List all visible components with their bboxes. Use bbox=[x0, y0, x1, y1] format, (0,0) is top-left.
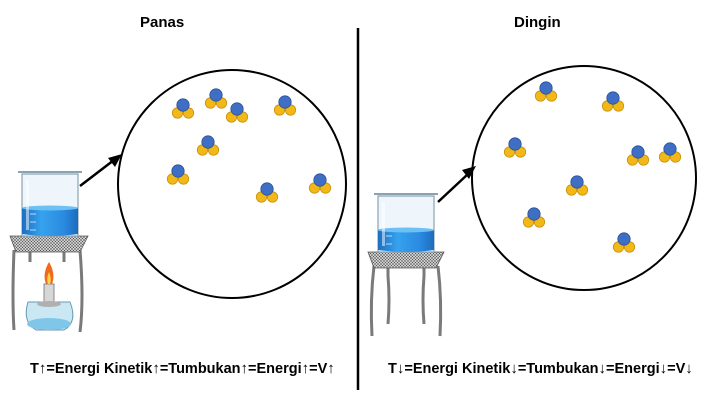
hot-pointer-arrow bbox=[79, 154, 122, 187]
hot-zoom-circle bbox=[117, 69, 347, 299]
cold-panel-title: Dingin bbox=[514, 14, 561, 31]
cold-beaker-apparatus bbox=[367, 193, 445, 337]
hot-panel-title: Panas bbox=[140, 14, 185, 31]
up-arrow-icon: ↑ bbox=[152, 360, 160, 377]
down-arrow-icon: ↓ bbox=[659, 360, 668, 377]
eq-rate: =V bbox=[667, 361, 686, 377]
eq-kinetic-energy: =Energi Kinetik bbox=[46, 361, 153, 377]
eq-temperature: T bbox=[30, 361, 39, 377]
cold-pointer-arrow bbox=[437, 166, 476, 203]
up-arrow-icon: ↑ bbox=[38, 360, 47, 377]
eq-rate: =V bbox=[309, 361, 328, 377]
down-arrow-icon: ↓ bbox=[685, 360, 693, 377]
eq-kinetic-energy: =Energi Kinetik bbox=[404, 361, 511, 377]
cold-equation: T↓=Energi Kinetik ↓=Tumbukan↓ =Energi ↓=… bbox=[388, 360, 693, 377]
up-arrow-icon: ↑ bbox=[240, 360, 249, 377]
eq-collision: =Tumbukan bbox=[159, 361, 241, 377]
eq-energy: =Energi bbox=[606, 361, 660, 377]
hot-beaker-apparatus bbox=[9, 171, 89, 333]
eq-collision: =Tumbukan bbox=[517, 361, 599, 377]
down-arrow-icon: ↓ bbox=[598, 360, 607, 377]
hot-equation: T↑=Energi Kinetik↑ =Tumbukan↑ =Energi ↑ … bbox=[30, 360, 335, 377]
cold-zoom-circle bbox=[471, 65, 697, 291]
up-arrow-icon: ↑ bbox=[301, 360, 310, 377]
up-arrow-icon: ↑ bbox=[327, 360, 335, 377]
down-arrow-icon: ↓ bbox=[396, 360, 405, 377]
eq-energy: =Energi bbox=[248, 361, 302, 377]
down-arrow-icon: ↓ bbox=[510, 360, 518, 377]
eq-temperature: T bbox=[388, 361, 397, 377]
